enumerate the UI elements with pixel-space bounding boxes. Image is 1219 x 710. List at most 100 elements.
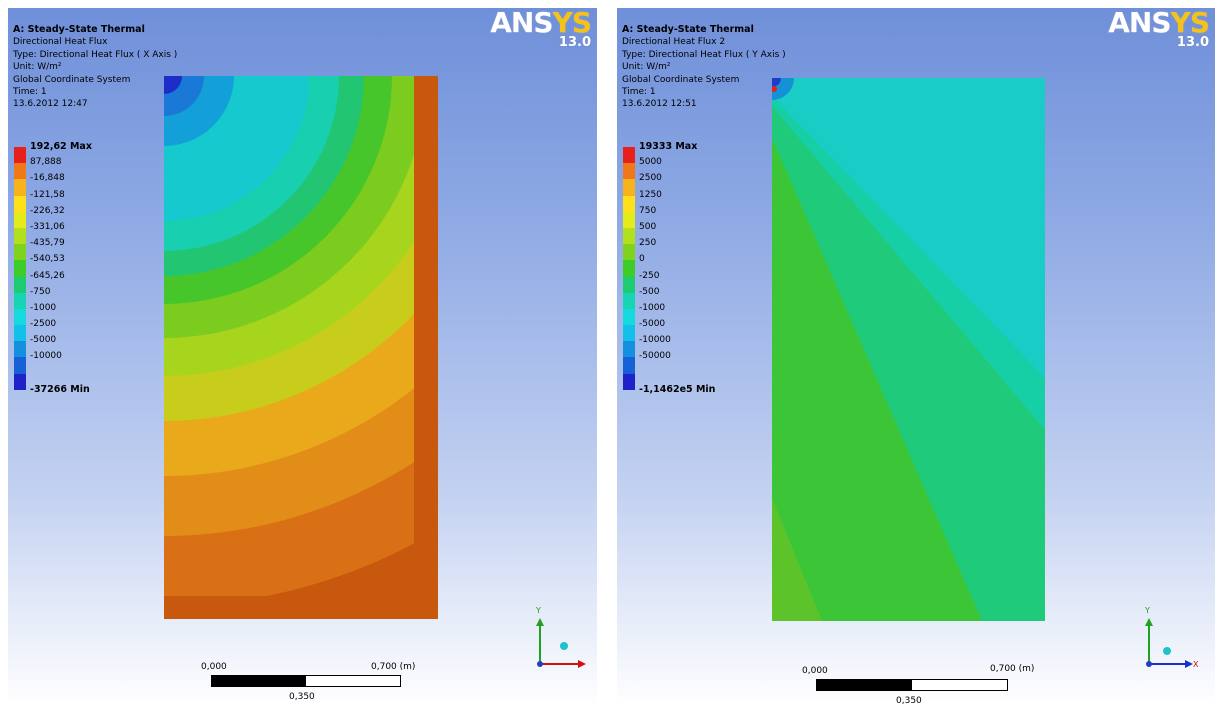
result-type: Type: Directional Heat Flux ( Y Axis ) <box>622 49 786 60</box>
legend-swatch <box>14 308 26 326</box>
result-date: 13.6.2012 12:47 <box>13 99 88 110</box>
legend-label: -1000 <box>639 302 666 313</box>
scale-left-label: 0,000 <box>201 662 227 672</box>
legend-swatch <box>623 341 635 358</box>
legend-label: 1250 <box>639 189 662 200</box>
legend-swatch <box>14 244 26 261</box>
axis-y-label: Y <box>536 606 541 615</box>
legend-swatch <box>623 308 635 326</box>
legend-swatch <box>14 147 26 164</box>
legend-label: 87,888 <box>30 157 62 168</box>
axis-triad[interactable]: Y X <box>1137 606 1199 670</box>
legend-label: -250 <box>639 270 660 281</box>
legend-swatch <box>623 260 635 277</box>
axis-triad-icon <box>536 618 586 668</box>
contour-plot[interactable] <box>164 76 438 619</box>
result-unit: Unit: W/m² <box>622 62 671 73</box>
legend-swatch <box>14 195 26 212</box>
legend-label: -5000 <box>30 335 57 346</box>
legend-label: -2500 <box>30 319 57 330</box>
logo-text-accent: YS <box>552 8 592 39</box>
result-time: Time: 1 <box>622 87 656 98</box>
viewport-left[interactable]: A: Steady-State Thermal Directional Heat… <box>8 8 597 707</box>
scale-bar-graphic <box>816 679 1008 691</box>
legend-swatch <box>623 325 635 342</box>
legend-label: -5000 <box>639 319 666 330</box>
version-label: 13.0 <box>558 35 591 50</box>
legend-label: 0 <box>639 254 645 265</box>
result-info: A: Steady-State Thermal Directional Heat… <box>13 24 177 111</box>
legend-swatch <box>14 276 26 293</box>
result-type: Type: Directional Heat Flux ( X Axis ) <box>13 49 178 60</box>
legend-max-label: 192,62 Max <box>30 141 92 152</box>
legend-min-label: -1,1462e5 Min <box>639 384 716 395</box>
scale-mid-label: 0,350 <box>289 692 315 702</box>
result-name: Directional Heat Flux 2 <box>622 37 726 48</box>
scale-mid-label: 0,350 <box>896 696 922 706</box>
version-label: 13.0 <box>1176 35 1209 50</box>
logo-text-accent: YS <box>1170 8 1210 39</box>
scale-left-label: 0,000 <box>802 666 828 676</box>
legend-swatch <box>623 227 635 245</box>
analysis-title: A: Steady-State Thermal <box>622 24 754 35</box>
legend-swatch <box>14 211 26 228</box>
legend-swatch <box>623 195 635 212</box>
legend-label: -50000 <box>639 351 671 362</box>
legend-label: -750 <box>30 286 51 297</box>
legend-swatch <box>623 373 635 390</box>
scale-right-label: 0,700 (m) <box>990 664 1035 674</box>
scale-bar-graphic <box>211 675 401 687</box>
scale-bar: 0,000 0,700 (m) 0,350 <box>183 662 423 707</box>
result-time: Time: 1 <box>13 87 47 98</box>
legend-label: -435,79 <box>30 238 65 249</box>
legend-swatch <box>14 357 26 374</box>
axis-triad-icon <box>1145 618 1193 668</box>
logo-text: ANS <box>1108 8 1171 39</box>
ansys-logo: ANSYS 13.0 <box>490 8 592 50</box>
legend-swatch <box>623 163 635 180</box>
result-unit: Unit: W/m² <box>13 62 62 73</box>
legend-label: -331,06 <box>30 221 65 232</box>
axis-y-label: Y <box>1145 606 1150 615</box>
legend-min-label: -37266 Min <box>30 384 90 395</box>
contour-plot[interactable] <box>772 78 1045 621</box>
coordinate-system: Global Coordinate System <box>13 74 131 85</box>
result-info: A: Steady-State Thermal Directional Heat… <box>622 24 786 111</box>
contour-svg <box>772 78 1045 621</box>
legend-swatch <box>14 373 26 390</box>
scale-right-label: 0,700 (m) <box>371 662 416 672</box>
legend-swatch <box>623 179 635 196</box>
contour-svg <box>164 76 438 619</box>
legend-swatch <box>14 179 26 196</box>
legend-label: -10000 <box>30 351 62 362</box>
legend-swatch <box>14 163 26 180</box>
viewport-right[interactable]: A: Steady-State Thermal Directional Heat… <box>617 8 1215 707</box>
legend-swatch <box>14 341 26 358</box>
legend-swatch <box>623 292 635 309</box>
legend-label: 500 <box>639 221 657 232</box>
coordinate-system: Global Coordinate System <box>622 74 740 85</box>
legend-swatch <box>623 147 635 164</box>
legend-label: 2500 <box>639 173 662 184</box>
legend-swatch <box>14 292 26 309</box>
legend-label: 250 <box>639 238 657 249</box>
legend-label: -645,26 <box>30 270 65 281</box>
logo-text: ANS <box>490 8 553 39</box>
legend-max-label: 19333 Max <box>639 141 698 152</box>
legend-label: 5000 <box>639 157 662 168</box>
analysis-title: A: Steady-State Thermal <box>13 24 145 35</box>
axis-triad[interactable]: Y <box>530 606 590 670</box>
axis-x-label: X <box>1193 660 1199 669</box>
legend-swatch <box>14 325 26 342</box>
legend-label: -1000 <box>30 302 57 313</box>
legend-label: -226,32 <box>30 205 65 216</box>
ansys-logo: ANSYS 13.0 <box>1108 8 1210 50</box>
legend-label: -540,53 <box>30 254 65 265</box>
result-date: 13.6.2012 12:51 <box>622 99 697 110</box>
legend-label: -16,848 <box>30 173 65 184</box>
legend-swatch <box>623 211 635 228</box>
legend-swatch <box>14 260 26 277</box>
legend-swatch <box>623 244 635 261</box>
legend-label: 750 <box>639 205 657 216</box>
legend-swatch <box>623 357 635 374</box>
